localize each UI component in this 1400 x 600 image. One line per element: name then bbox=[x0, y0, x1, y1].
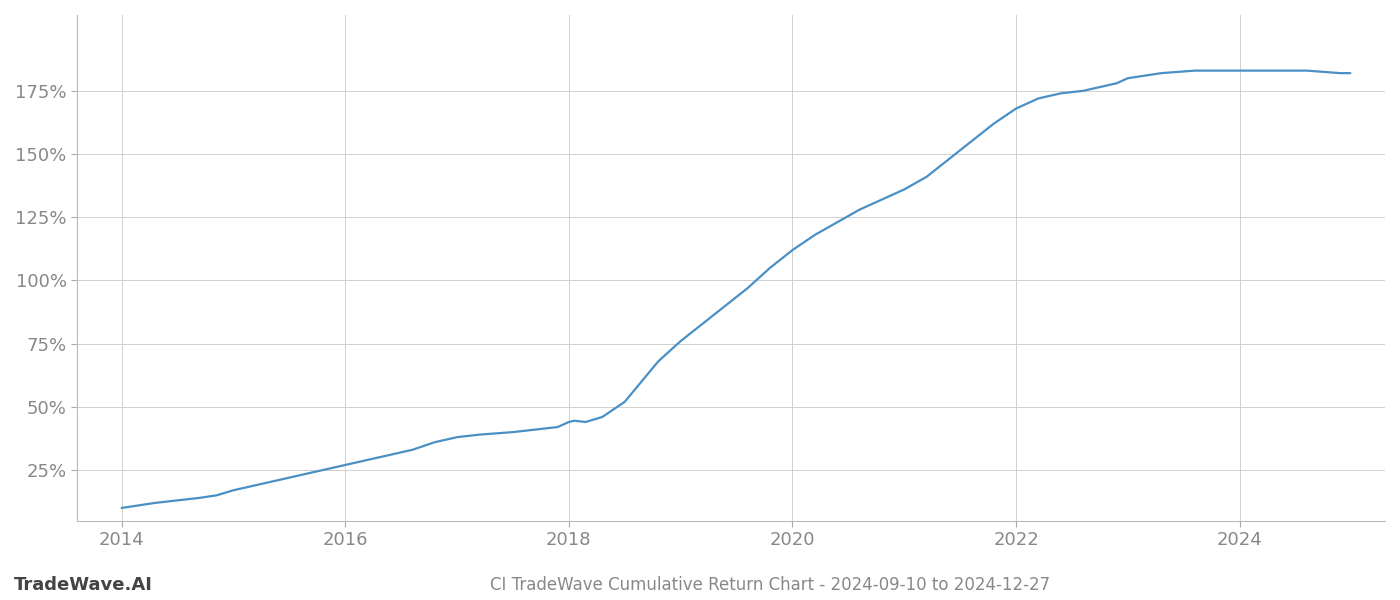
Text: CI TradeWave Cumulative Return Chart - 2024-09-10 to 2024-12-27: CI TradeWave Cumulative Return Chart - 2… bbox=[490, 576, 1050, 594]
Text: TradeWave.AI: TradeWave.AI bbox=[14, 576, 153, 594]
